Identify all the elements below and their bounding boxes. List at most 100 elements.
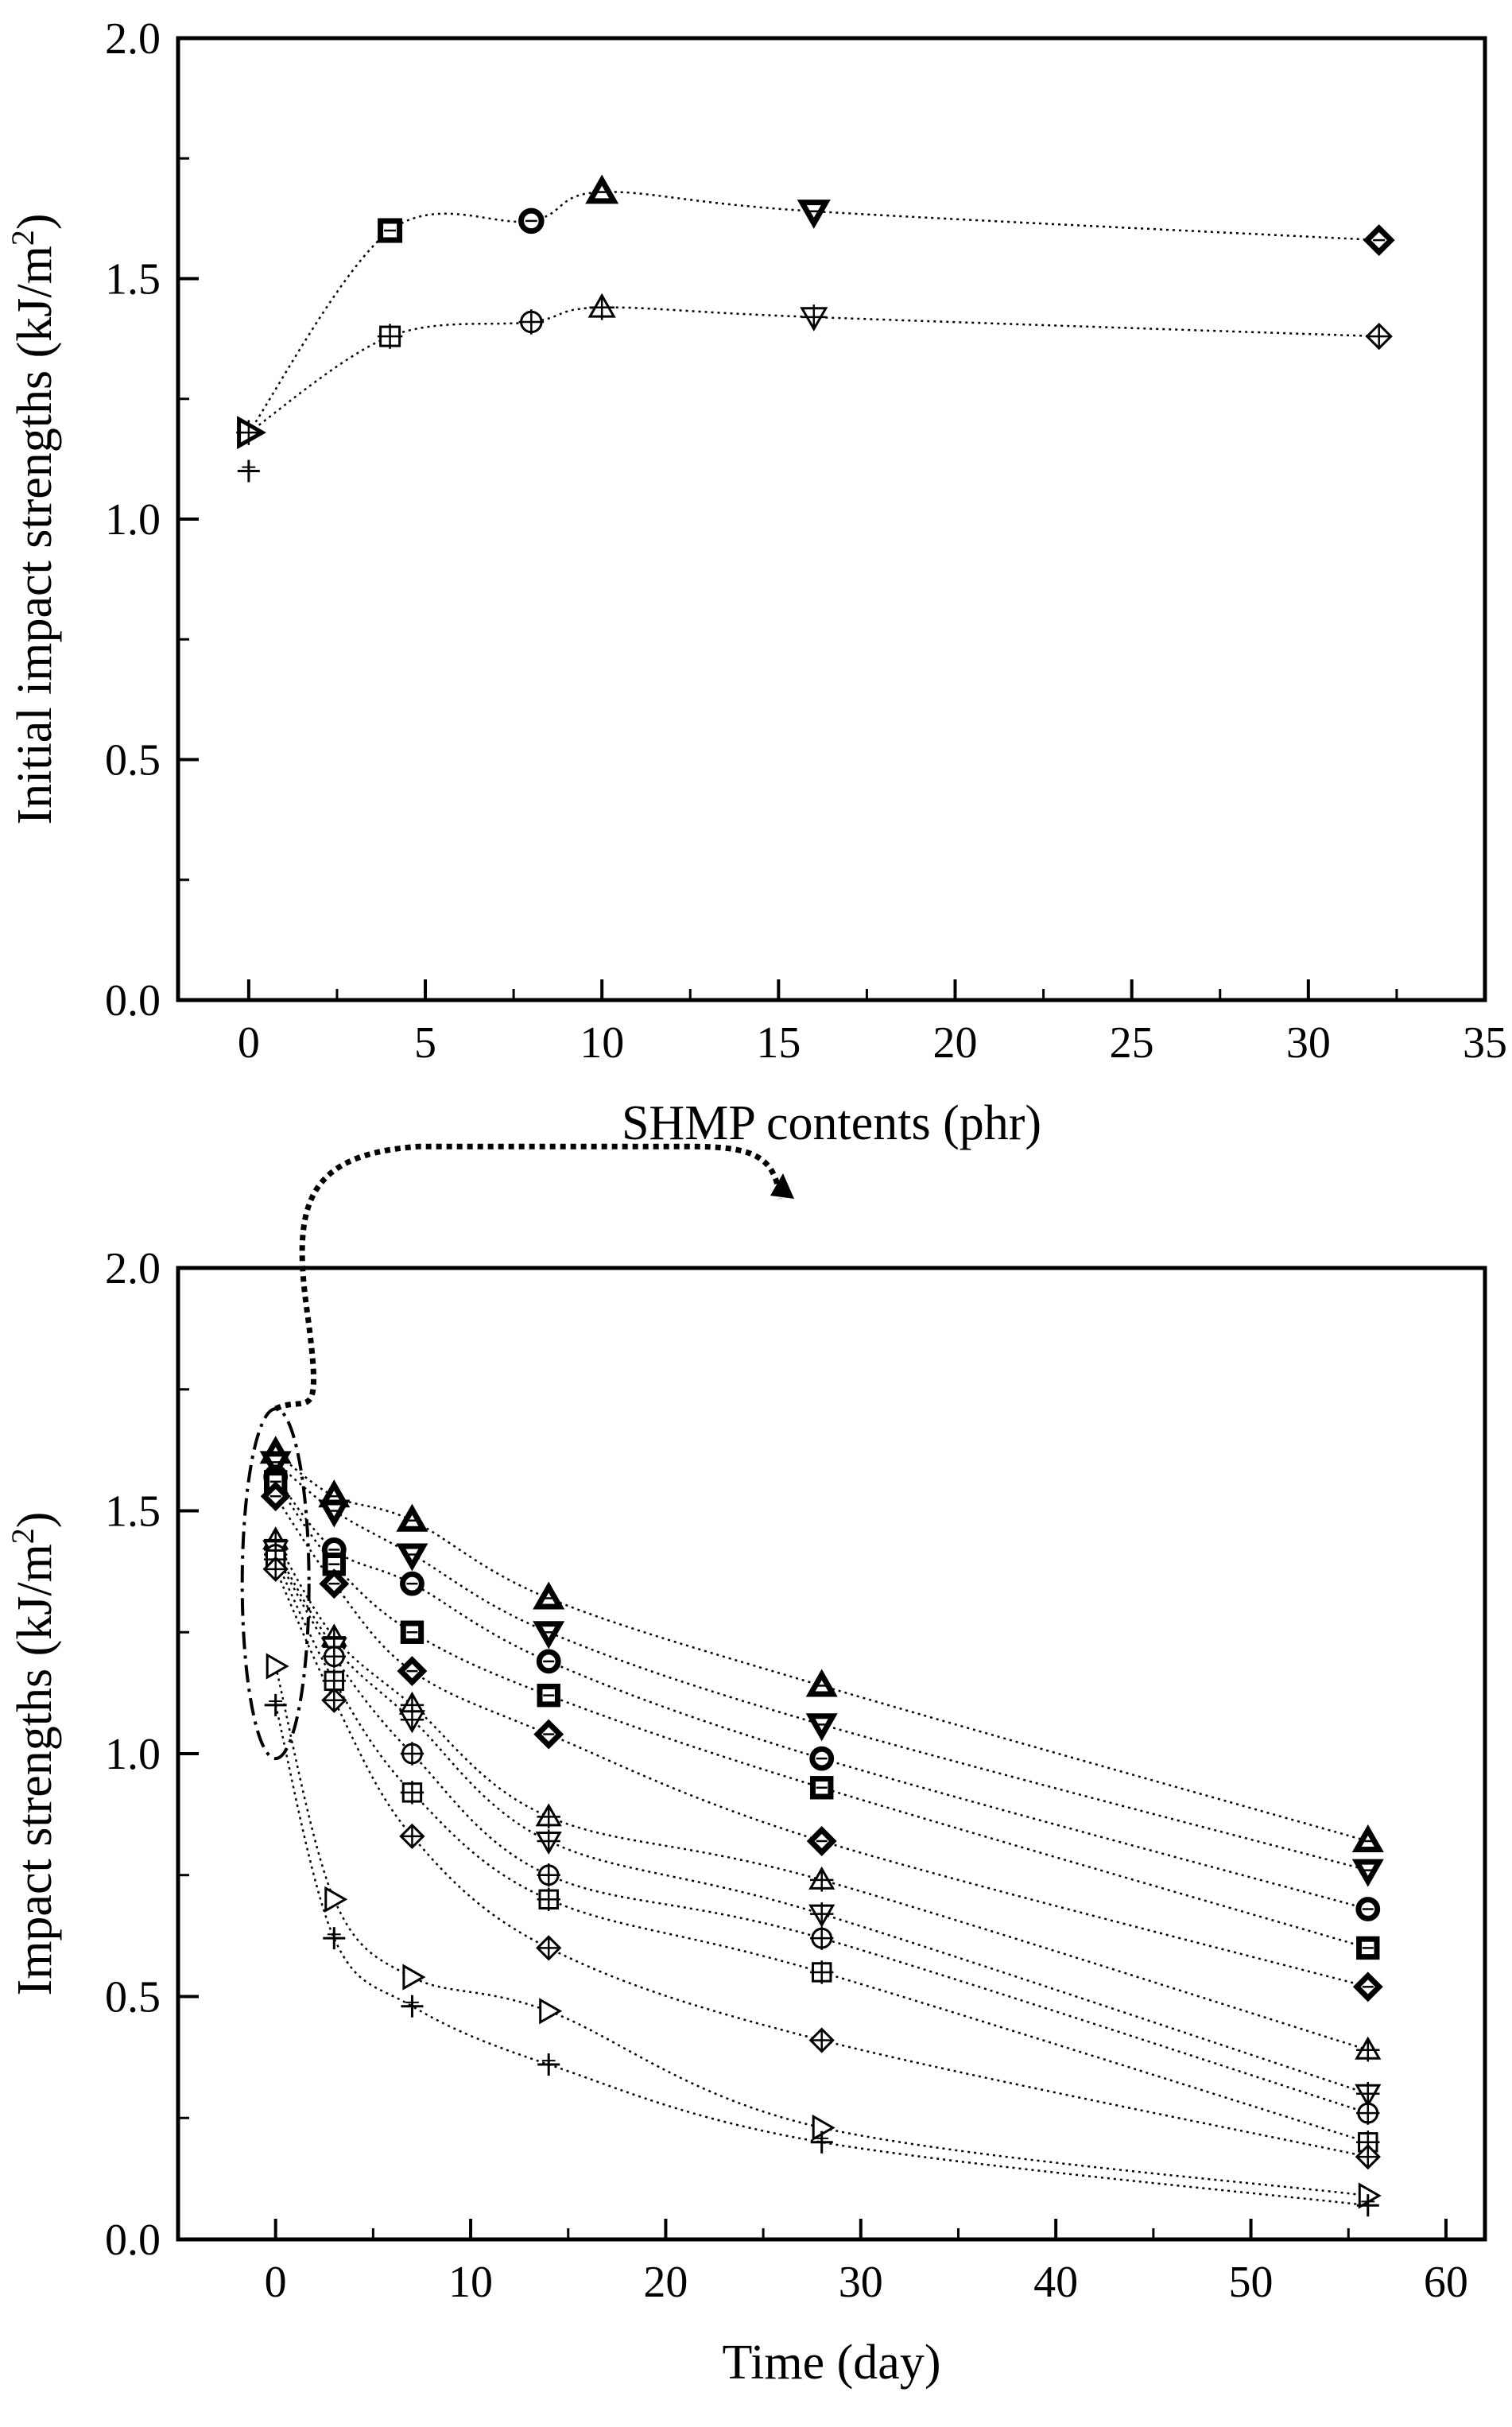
data-point — [537, 1683, 560, 1708]
data-point — [533, 1581, 565, 1610]
x-tick-label: 0 — [238, 1018, 260, 1068]
tick-labels: 0 10 20 30 40 50 60 0.0 0.5 1.0 1.5 2.0 — [105, 1244, 1468, 2307]
x-tick-label: 10 — [448, 2258, 493, 2307]
x-tick-label: 15 — [756, 1018, 801, 1068]
data-point — [537, 1863, 560, 1887]
data-point — [810, 2130, 833, 2154]
data-point — [810, 1960, 834, 1984]
data-point — [323, 1927, 346, 1950]
data-point — [400, 1781, 425, 1805]
data-point — [812, 2114, 835, 2142]
plot-frame — [176, 36, 1487, 1002]
data-point — [806, 1826, 837, 1856]
data-point — [536, 1649, 561, 1674]
data-point — [399, 1823, 425, 1850]
data-point — [402, 1964, 426, 1991]
x-tick-label: 20 — [933, 1018, 978, 1068]
data-point — [797, 200, 831, 229]
x-tick-label: 35 — [1463, 1018, 1507, 1068]
data-point — [809, 1746, 835, 1771]
decay-curve — [274, 1665, 1368, 2197]
data-point — [259, 1451, 292, 1479]
data-point — [537, 1887, 560, 1911]
x-tick-label: 5 — [414, 1018, 436, 1068]
y-tick-label: 1.5 — [105, 1487, 161, 1537]
decay-curve — [274, 1549, 1369, 2095]
data-point — [1355, 2036, 1382, 2062]
data-markers — [236, 174, 1395, 483]
y-tick-label: 2.0 — [105, 1244, 161, 1293]
decay-curve — [274, 1495, 1369, 1988]
x-tick-label: 10 — [580, 1018, 624, 1068]
data-point — [322, 1669, 346, 1693]
day-zero-highlight-ellipse — [240, 1407, 311, 1761]
data-point — [533, 1621, 565, 1650]
data-point — [1365, 322, 1393, 351]
data-point — [266, 1653, 289, 1680]
axis-ticks — [178, 1266, 1448, 2241]
data-point — [236, 418, 263, 447]
y-tick-label: 2.0 — [105, 14, 161, 64]
x-tick-label: 50 — [1229, 2258, 1274, 2307]
x-tick-label: 25 — [1110, 1018, 1154, 1068]
data-point — [1356, 1936, 1380, 1960]
y-axis-title: Impact strengths (kJ/m2) — [5, 1512, 63, 1996]
x-axis-title: SHMP contents (phr) — [622, 1096, 1041, 1150]
data-point — [318, 1499, 351, 1528]
data-point — [535, 1829, 562, 1855]
y-axis-title: Initial impact strengths (kJ/m2) — [5, 213, 63, 824]
data-point — [321, 1687, 347, 1713]
data-point — [378, 218, 403, 243]
data-point — [262, 1556, 289, 1582]
data-point — [1356, 2101, 1380, 2125]
data-point — [808, 1866, 835, 1892]
callout-arrow — [274, 1143, 783, 1412]
y-tick-label: 0.0 — [105, 976, 161, 1025]
data-point — [401, 1995, 424, 2018]
data-point — [805, 1669, 838, 1697]
data-point — [1356, 2130, 1380, 2154]
data-point — [800, 304, 828, 331]
data-point — [810, 1776, 834, 1800]
data-point — [537, 2053, 560, 2076]
data-point — [260, 1481, 291, 1512]
data-point — [398, 1708, 425, 1734]
data-point — [535, 1803, 562, 1829]
x-axis-title: Time (day) — [723, 2336, 941, 2390]
data-point — [808, 1902, 835, 1928]
y-tick-label: 0.0 — [105, 2216, 161, 2265]
y-tick-label: 1.0 — [105, 1730, 161, 1779]
data-point — [1363, 224, 1395, 257]
data-point — [1355, 1897, 1381, 1921]
data-point — [400, 1571, 425, 1596]
data-point — [396, 1543, 428, 1572]
data-point — [396, 1503, 428, 1532]
x-tick-label: 30 — [839, 2258, 883, 2307]
data-point — [536, 1935, 562, 1961]
data-point — [400, 1620, 425, 1644]
data-point — [539, 1998, 563, 2025]
y-tick-label: 1.0 — [105, 495, 161, 545]
data-point — [1352, 1971, 1383, 2002]
data-point — [518, 207, 545, 235]
data-markers — [259, 1436, 1384, 2217]
data-point — [810, 1926, 834, 1950]
data-point — [397, 1656, 428, 1687]
decay-curve — [274, 1461, 1369, 1871]
x-tick-label: 0 — [265, 2258, 287, 2307]
data-point — [319, 1568, 350, 1599]
data-point — [400, 1742, 425, 1766]
data-point — [533, 1719, 564, 1750]
x-tick-label: 30 — [1286, 1018, 1331, 1068]
tick-labels: 0 5 10 15 20 25 30 35 0.0 0.5 1.0 1.5 2.0 — [105, 14, 1507, 1068]
data-point-control — [237, 459, 260, 483]
decay-curve — [274, 1475, 1369, 1910]
data-point — [587, 293, 616, 320]
data-point — [324, 1886, 348, 1913]
data-point — [805, 1713, 838, 1742]
data-point — [808, 2027, 835, 2053]
data-point — [1356, 2194, 1379, 2217]
data-point — [1358, 2182, 1382, 2209]
data-point — [264, 1693, 287, 1716]
